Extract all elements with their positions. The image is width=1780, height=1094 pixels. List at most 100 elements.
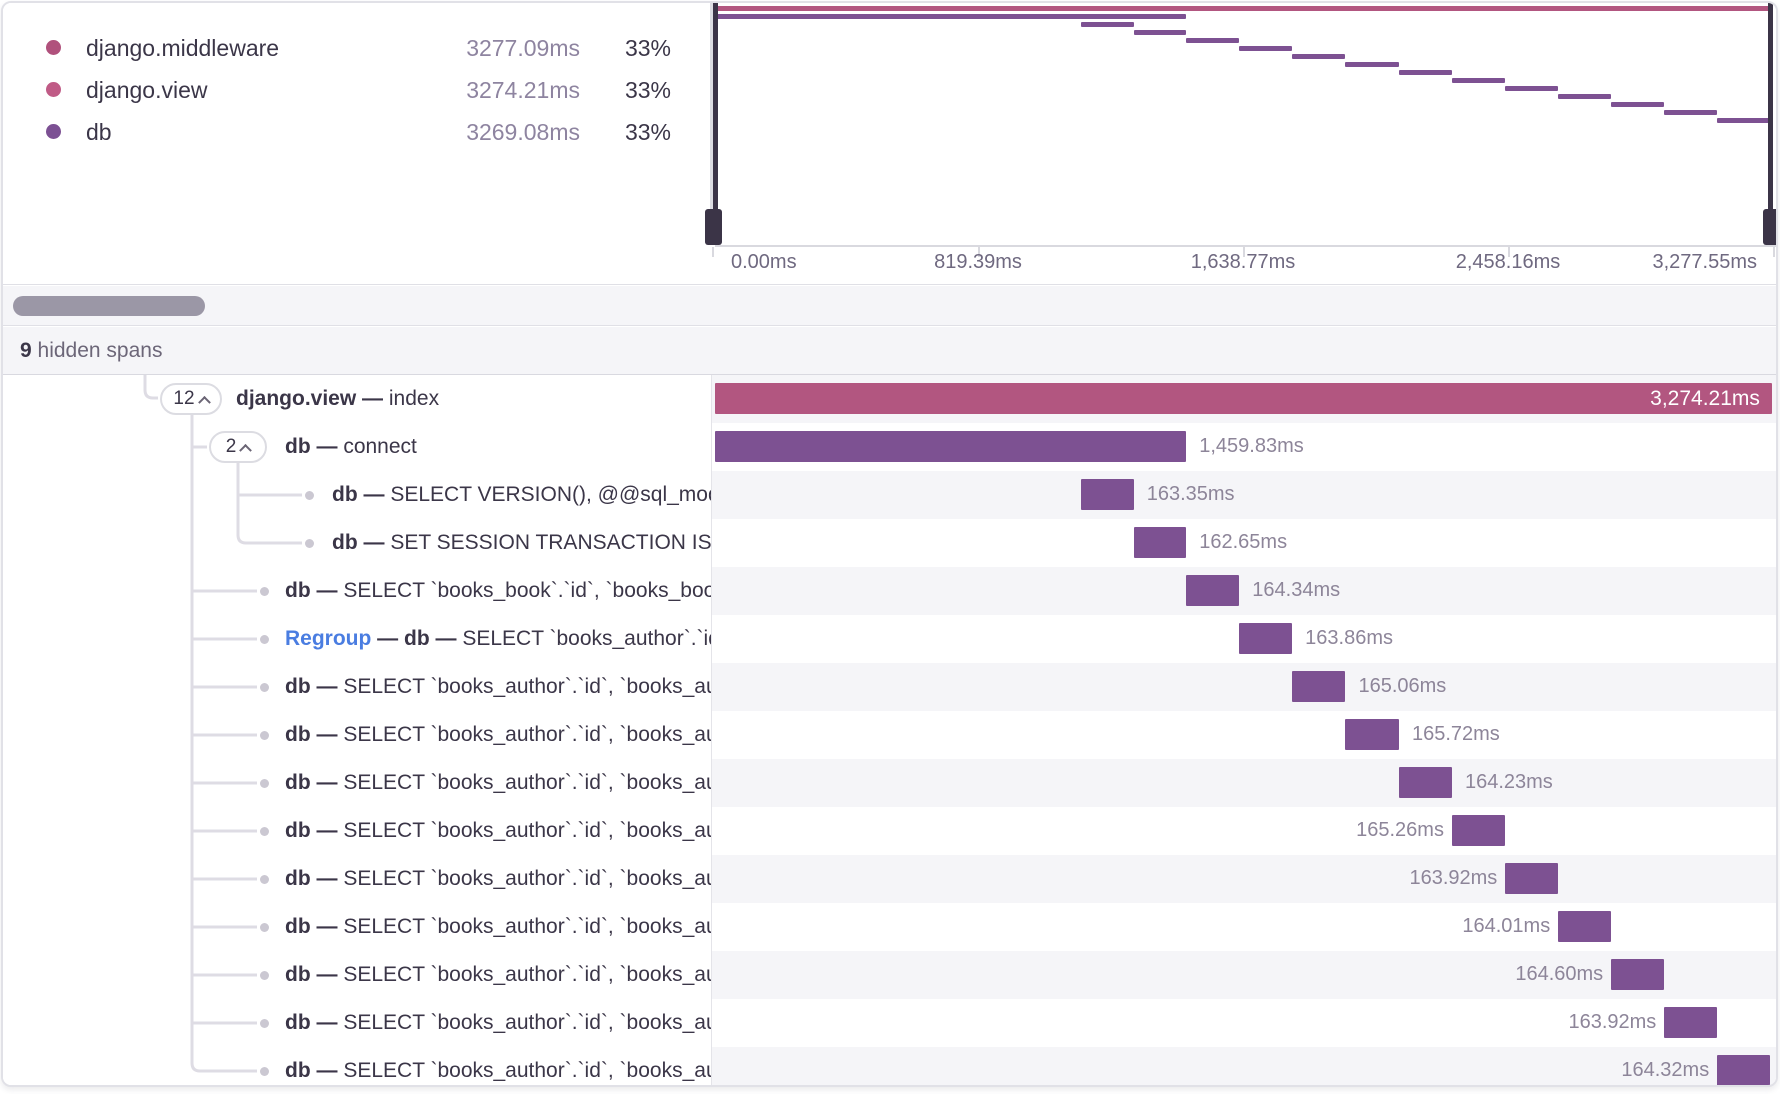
span-dot-icon — [259, 1018, 269, 1028]
minimap-span-line — [1611, 102, 1665, 107]
span-label: db — connect — [285, 423, 417, 471]
span-dot-icon — [259, 634, 269, 644]
span-tree-row[interactable]: db — SELECT `books_author`.`id`, `books_… — [3, 903, 711, 951]
span-label-part: — — [310, 1011, 344, 1034]
collapse-toggle-badge[interactable]: 12 — [160, 383, 222, 415]
span-duration-bar[interactable] — [1558, 911, 1612, 942]
span-duration-label: 164.01ms — [1462, 915, 1551, 937]
span-tree-row[interactable]: db — SELECT `books_author`.`id`, `books_… — [3, 999, 711, 1047]
span-duration-bar[interactable] — [1505, 863, 1559, 894]
span-duration-bar[interactable] — [715, 383, 1772, 414]
span-tree-row[interactable]: db — SELECT `books_author`.`id`, `books_… — [3, 951, 711, 999]
span-dot-icon — [259, 970, 269, 980]
legend-total-time: 3277.09ms — [466, 35, 580, 61]
span-label-part: — — [371, 627, 404, 650]
span-tree-row[interactable]: db — SELECT `books_author`.`id`, `books_… — [3, 663, 711, 711]
span-duration-label: 165.72ms — [1411, 723, 1500, 745]
minimap-left-handle[interactable] — [705, 209, 722, 245]
span-duration-bar[interactable] — [1664, 1007, 1718, 1038]
legend-item[interactable]: django.view 3274.21ms 33% — [3, 69, 703, 111]
hidden-spans-bar[interactable]: 9 hidden spans — [3, 327, 1776, 375]
span-tree-row[interactable]: Regroup — db — SELECT `books_author`.`id… — [3, 615, 711, 663]
minimap-span-line — [715, 6, 1772, 11]
span-duration-bar[interactable] — [1081, 479, 1134, 510]
span-tree-row[interactable]: db — SELECT `books_author`.`id`, `books_… — [3, 855, 711, 903]
legend-span-type: django.middleware — [86, 35, 280, 61]
tree-connector-lines — [143, 375, 302, 1073]
minimap-span-line — [1664, 110, 1718, 115]
span-duration-bar[interactable] — [1717, 1055, 1771, 1085]
span-dot-icon — [259, 1066, 269, 1076]
span-tree-row[interactable]: db — SELECT VERSION(), @@sql_mode — [3, 471, 711, 519]
minimap-right-handle[interactable] — [1763, 209, 1776, 245]
span-duration-bar[interactable] — [1398, 767, 1452, 798]
axis-tick — [1508, 247, 1510, 257]
legend-total-time: 3269.08ms — [466, 119, 580, 145]
row-stripe — [712, 855, 1776, 903]
span-tree-row[interactable]: db — SELECT `books_author`.`id`, `books_… — [3, 807, 711, 855]
span-duration-bar[interactable] — [715, 431, 1187, 462]
legend-span-type: django.view — [86, 77, 208, 103]
span-dot-icon — [304, 538, 314, 548]
span-label-part: — — [310, 771, 344, 794]
minimap-span-line — [1239, 46, 1293, 51]
chevron-up-icon — [239, 443, 253, 457]
span-duration-label: 162.65ms — [1199, 531, 1288, 553]
span-label-part: db — [285, 867, 311, 890]
span-label-part: db — [332, 483, 358, 506]
minimap-span-line — [1186, 38, 1240, 43]
legend-item[interactable]: db 3269.08ms 33% — [3, 111, 703, 153]
span-dot-icon — [259, 778, 269, 788]
row-stripe — [712, 759, 1776, 807]
legend-item[interactable]: django.middleware 3277.09ms 33% — [3, 27, 703, 69]
span-duration-label: 164.60ms — [1515, 963, 1604, 985]
span-duration-bar[interactable] — [1186, 575, 1240, 606]
span-dot-icon — [259, 586, 269, 596]
collapse-toggle-badge[interactable]: 2 — [209, 431, 267, 463]
span-tree-row[interactable]: db — SELECT `books_author`.`id`, `books_… — [3, 759, 711, 807]
span-dot-icon — [259, 874, 269, 884]
span-duration-bar[interactable] — [1133, 527, 1187, 558]
span-duration-bar[interactable] — [1345, 719, 1399, 750]
span-tree-row[interactable]: db — SELECT `books_author`.`id`, `books_… — [3, 1047, 711, 1085]
minimap-span-line — [1081, 22, 1134, 27]
span-tree-row[interactable]: 2 db — connect — [3, 423, 711, 471]
axis-tick — [978, 247, 980, 257]
span-dot-icon — [259, 730, 269, 740]
span-dot-icon — [259, 682, 269, 692]
horizontal-scrollbar-track[interactable] — [3, 286, 1776, 326]
span-label: db — SELECT `books_author`.`id`, `books_… — [285, 807, 711, 855]
span-tree-row[interactable]: db — SELECT `books_book`.`id`, `books_bo… — [3, 567, 711, 615]
span-label-part: SELECT `books_author`.`id`, `books_autho… — [343, 915, 711, 938]
span-label: db — SELECT `books_author`.`id`, `books_… — [285, 1047, 711, 1085]
span-duration-bar[interactable] — [1292, 671, 1346, 702]
span-tree-row[interactable]: db — SET SESSION TRANSACTION ISOLATION L… — [3, 519, 711, 567]
span-duration-bar[interactable] — [1239, 623, 1293, 654]
span-label-part: — — [310, 1059, 344, 1082]
span-label-part: SELECT `books_author`.`id`, `books_autho… — [462, 627, 711, 650]
span-label-part: — — [356, 387, 389, 410]
minimap-span-line — [1292, 54, 1346, 59]
span-label-part: — — [429, 627, 463, 650]
axis-tick-label: 3,277.55ms — [1652, 251, 1757, 273]
minimap-span-line — [1133, 30, 1187, 35]
span-type-legend: django.middleware 3277.09ms 33% django.v… — [3, 27, 703, 153]
horizontal-scrollbar-thumb[interactable] — [13, 296, 205, 316]
minimap-span-line — [1558, 94, 1612, 99]
span-duration-bar[interactable] — [1451, 815, 1506, 846]
panel-divider — [711, 375, 712, 1085]
span-tree-row[interactable]: db — SELECT `books_author`.`id`, `books_… — [3, 711, 711, 759]
legend-span-type: db — [86, 119, 112, 145]
row-stripe — [712, 951, 1776, 999]
span-duration-label: 165.06ms — [1358, 675, 1447, 697]
span-label: db — SELECT `books_author`.`id`, `books_… — [285, 855, 711, 903]
legend-color-dot — [46, 82, 61, 97]
span-tree-row[interactable]: 12 django.view — index — [3, 375, 711, 423]
row-stripe — [712, 663, 1776, 711]
span-label-part: — — [357, 531, 391, 554]
span-label-part: — — [310, 915, 344, 938]
minimap-span-line — [1505, 86, 1559, 91]
span-label-part: SELECT `books_author`.`id`, `books_autho… — [343, 963, 711, 986]
child-count: 2 — [225, 436, 237, 457]
span-duration-bar[interactable] — [1611, 959, 1665, 990]
